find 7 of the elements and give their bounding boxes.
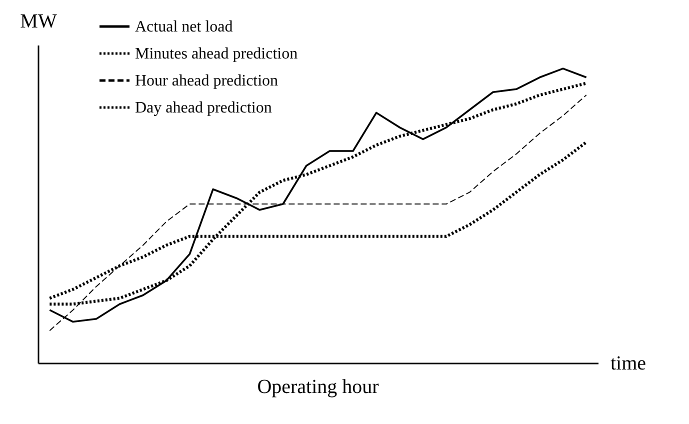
x-axis-title: time [610, 352, 646, 374]
legend-label: Hour ahead prediction [135, 72, 278, 90]
text: Operating hour [257, 376, 380, 398]
legend-label: Day ahead prediction [135, 100, 272, 116]
legend-label: Minutes ahead prediction [135, 46, 298, 62]
y-axis-title: MW [20, 10, 57, 32]
legend-label: Actual net load [135, 18, 233, 36]
